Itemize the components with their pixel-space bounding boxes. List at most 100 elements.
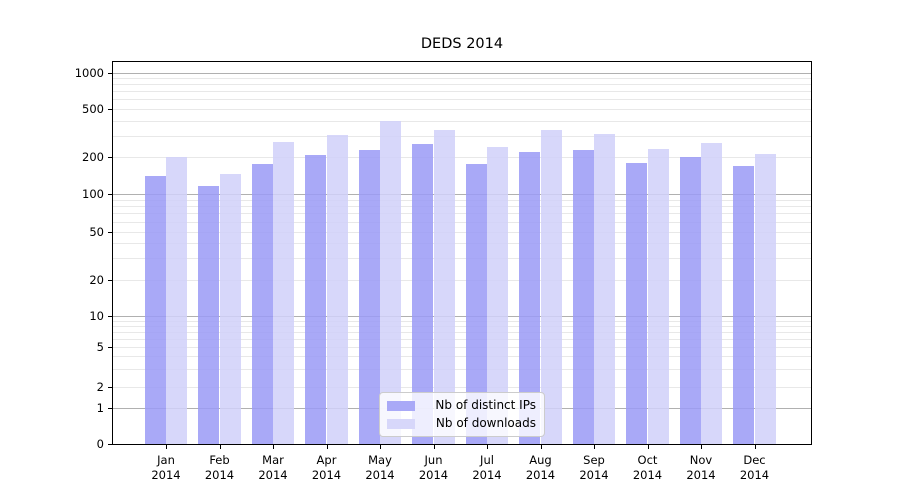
y-tick-mark (108, 72, 113, 74)
x-tick-label-year: 2014 (365, 467, 395, 482)
x-tick-label-year: 2014 (579, 467, 609, 482)
y-tick-mark (108, 109, 113, 110)
x-tick-mark (647, 445, 649, 449)
y-tick-mark (108, 157, 113, 159)
bar-jul-downloads (487, 147, 509, 444)
x-tick-label: May 2014 (348, 453, 412, 482)
y-tick-label: 500 (82, 102, 104, 116)
gridline-minor (113, 135, 811, 137)
bar-mar-distinct-ips (251, 164, 273, 444)
gridline-minor (113, 213, 811, 215)
bar-jul-distinct-ips (465, 163, 487, 444)
legend-item-downloads: Nb of downloads (387, 417, 536, 430)
x-tick-label: Feb 2014 (188, 453, 252, 482)
x-tick-label-month: Jul (480, 453, 494, 467)
gridline-minor (113, 157, 811, 159)
y-tick-label: 20 (89, 272, 104, 287)
x-tick-label: Mar 2014 (241, 453, 305, 482)
x-tick-label: Oct 2014 (616, 453, 680, 482)
y-tick-mark (108, 386, 113, 388)
x-tick-mark (326, 445, 328, 449)
bar-oct-distinct-ips (626, 162, 648, 444)
x-tick-label-month: Dec (743, 453, 766, 467)
y-tick-label: 200 (82, 150, 104, 165)
gridline-minor (113, 231, 811, 233)
x-tick-label-year: 2014 (632, 467, 663, 482)
x-tick-mark (487, 445, 488, 449)
gridline-minor (113, 91, 811, 93)
x-tick-mark (219, 445, 221, 449)
bar-mar-downloads (273, 141, 295, 444)
gridline-minor (113, 279, 811, 281)
gridline-minor (113, 258, 811, 260)
x-tick-label-month: Oct (637, 453, 658, 467)
x-tick-label-month: Jan (157, 453, 175, 467)
gridline-minor (113, 199, 811, 201)
x-tick-mark (433, 445, 435, 449)
legend-swatch-distinct-ips (387, 400, 415, 411)
gridline-minor (113, 109, 811, 110)
x-tick-label-month: Apr (316, 453, 337, 467)
x-tick-mark (540, 445, 542, 449)
x-tick-label-month: Jun (424, 453, 443, 467)
bar-aug-downloads (540, 130, 562, 444)
x-tick-label-year: 2014 (258, 467, 288, 482)
x-tick-mark (166, 445, 167, 449)
x-tick-label: Dec 2014 (723, 453, 787, 482)
bar-feb-downloads (219, 174, 241, 444)
y-tick-mark (108, 316, 113, 317)
legend-item-distinct-ips: Nb of distinct IPs (387, 399, 536, 412)
legend-swatch-downloads (387, 418, 415, 429)
bar-sep-distinct-ips (572, 149, 594, 444)
x-tick-mark (701, 445, 702, 449)
y-tick-mark (108, 231, 113, 233)
x-tick-label-month: Feb (209, 453, 230, 467)
x-tick-label-year: 2014 (151, 467, 181, 482)
gridline-minor (113, 78, 811, 79)
gridline-minor (113, 346, 811, 348)
y-tick-mark (108, 279, 113, 281)
gridline-minor (113, 356, 811, 358)
legend-label-downloads: Nb of downloads (435, 416, 536, 430)
bar-nov-distinct-ips (679, 157, 701, 444)
legend-label-distinct-ips: Nb of distinct IPs (435, 398, 536, 412)
bar-apr-downloads (326, 134, 348, 444)
y-tick-label: 5 (96, 339, 104, 354)
y-tick-mark (108, 408, 113, 409)
y-tick-mark (108, 346, 113, 348)
gridline-major (113, 72, 811, 74)
bar-jan-distinct-ips (144, 176, 166, 444)
x-tick-label: Jul 2014 (455, 453, 519, 482)
bar-jan-downloads (166, 156, 188, 444)
x-tick-label-month: Nov (689, 453, 713, 467)
x-tick-label: Nov 2014 (669, 453, 733, 482)
y-tick-label: 0 (96, 437, 104, 451)
bar-jun-downloads (433, 130, 455, 444)
x-tick-mark (594, 445, 595, 449)
bar-may-downloads (380, 120, 402, 444)
gridline-major (113, 194, 811, 195)
bar-oct-downloads (647, 149, 669, 444)
gridline-minor (113, 331, 811, 333)
x-tick-label-month: May (368, 453, 392, 467)
y-tick-label: 10 (89, 309, 104, 323)
gridline-minor (113, 320, 811, 322)
x-tick-label-year: 2014 (525, 467, 556, 482)
gridline-major (113, 316, 811, 317)
bar-may-distinct-ips (358, 150, 380, 444)
x-tick-label-month: Mar (262, 453, 284, 467)
y-tick-label: 100 (82, 187, 104, 201)
gridline-minor (113, 99, 811, 101)
legend: Nb of distinct IPs Nb of downloads (379, 392, 545, 437)
x-tick-label: Jun 2014 (402, 453, 466, 482)
x-tick-label-year: 2014 (472, 467, 502, 482)
bar-dec-distinct-ips (733, 165, 755, 444)
x-tick-label-month: Sep (583, 453, 605, 467)
bar-apr-distinct-ips (305, 155, 327, 444)
x-tick-mark (380, 445, 381, 449)
plot-area: Nb of distinct IPs Nb of downloads (112, 61, 812, 445)
bar-sep-downloads (594, 134, 616, 444)
bar-aug-distinct-ips (519, 151, 541, 444)
bar-jun-distinct-ips (412, 144, 434, 444)
